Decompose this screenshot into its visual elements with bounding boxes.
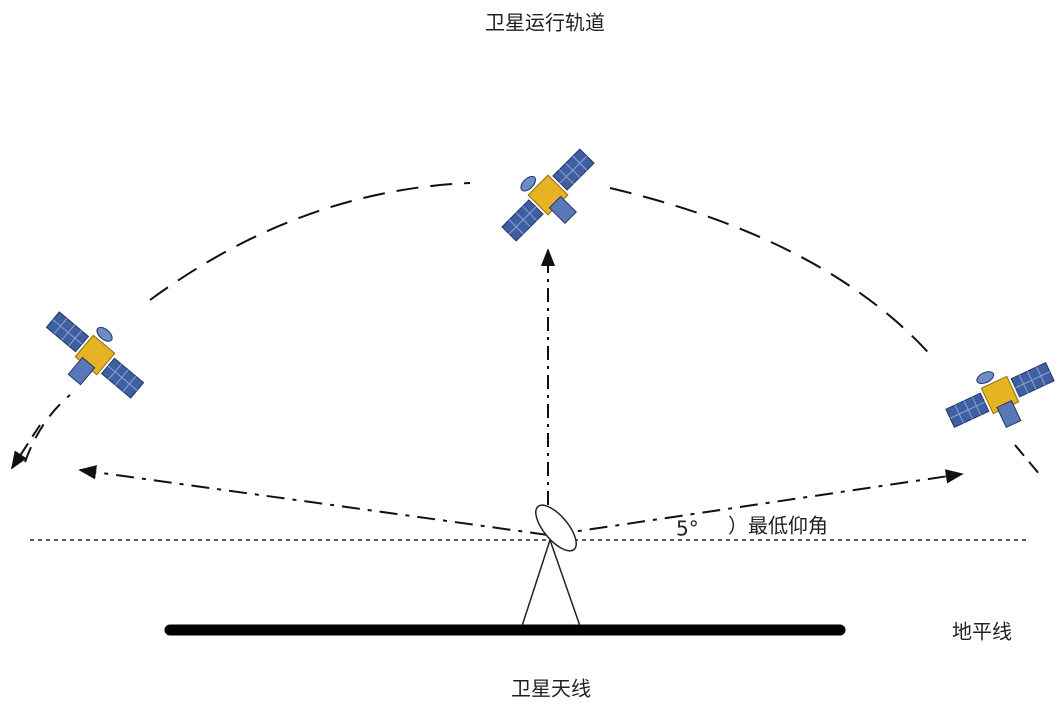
orbit-arc-end — [1014, 444, 1041, 476]
satellite — [489, 136, 611, 258]
orbit-arrow — [11, 424, 41, 470]
title: 卫星运行轨道 — [485, 11, 605, 35]
antenna-label: 卫星天线 — [511, 677, 591, 701]
orbit-left-end — [24, 394, 71, 463]
satellite — [31, 298, 155, 416]
antenna — [521, 504, 581, 627]
satellite — [938, 346, 1060, 448]
angle-value: 5° — [676, 517, 699, 541]
orbit-arc-right — [609, 187, 936, 361]
orbit-arc-left — [149, 182, 471, 301]
horizon-label: 地平线 — [952, 620, 1012, 644]
signal-arrow — [78, 465, 549, 536]
angle-label: ）最低仰角 — [728, 514, 828, 538]
signal-arrow — [551, 469, 964, 536]
